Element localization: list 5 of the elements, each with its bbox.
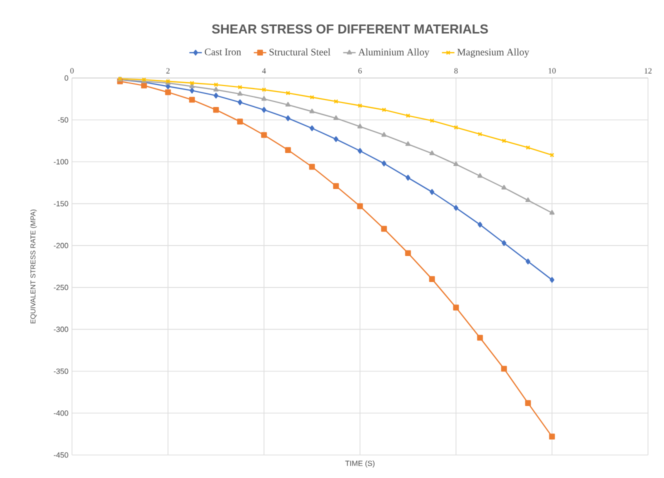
legend-label: Cast Iron (204, 48, 242, 56)
legend-label: Magnesium Alloy (457, 48, 530, 58)
chart-title: SHEAR STRESS OF DIFFERENT MATERIALS (212, 24, 488, 34)
legend-label: Structural Steel (270, 48, 330, 56)
legend-label: Aluminium Alloy (358, 48, 430, 58)
